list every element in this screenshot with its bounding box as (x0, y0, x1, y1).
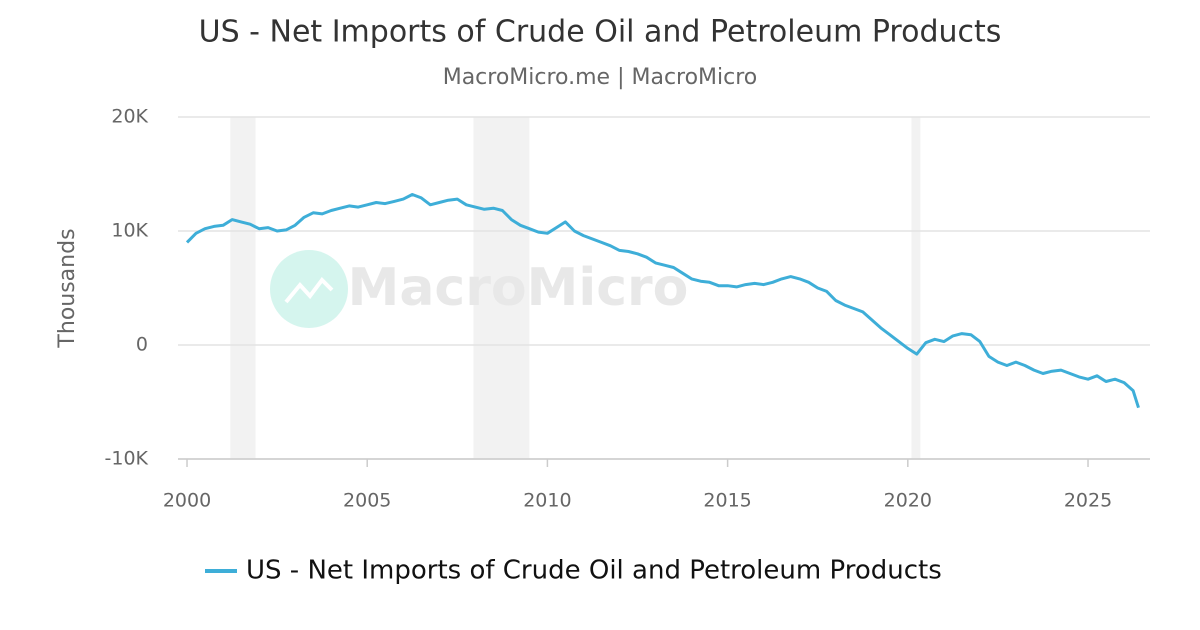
y-tick-label: 20K (111, 106, 148, 128)
chart-subtitle: MacroMicro.me | MacroMicro (443, 65, 758, 90)
x-tick-label: 2000 (163, 490, 211, 512)
x-tick-label: 2015 (703, 490, 751, 512)
x-tick-label: 2010 (523, 490, 571, 512)
shaded-range (911, 117, 921, 459)
shaded-range (230, 117, 256, 459)
y-tick-label: -10K (105, 448, 149, 470)
shaded-range (473, 117, 530, 459)
watermark-logo (270, 250, 348, 328)
y-tick-label: 10K (111, 220, 148, 242)
y-axis-label: Thousands (55, 228, 80, 348)
x-tick-label: 2005 (343, 490, 391, 512)
watermark: MacroMicro (348, 258, 689, 318)
x-tick-label: 2025 (1064, 490, 1112, 512)
y-tick-label: 0 (136, 334, 148, 356)
legend-label: US - Net Imports of Crude Oil and Petrol… (246, 556, 942, 586)
background-layer (178, 116, 1150, 460)
data-line (185, 193, 1140, 409)
x-tick-label: 2020 (884, 490, 932, 512)
chart-title: US - Net Imports of Crude Oil and Petrol… (199, 15, 1002, 50)
